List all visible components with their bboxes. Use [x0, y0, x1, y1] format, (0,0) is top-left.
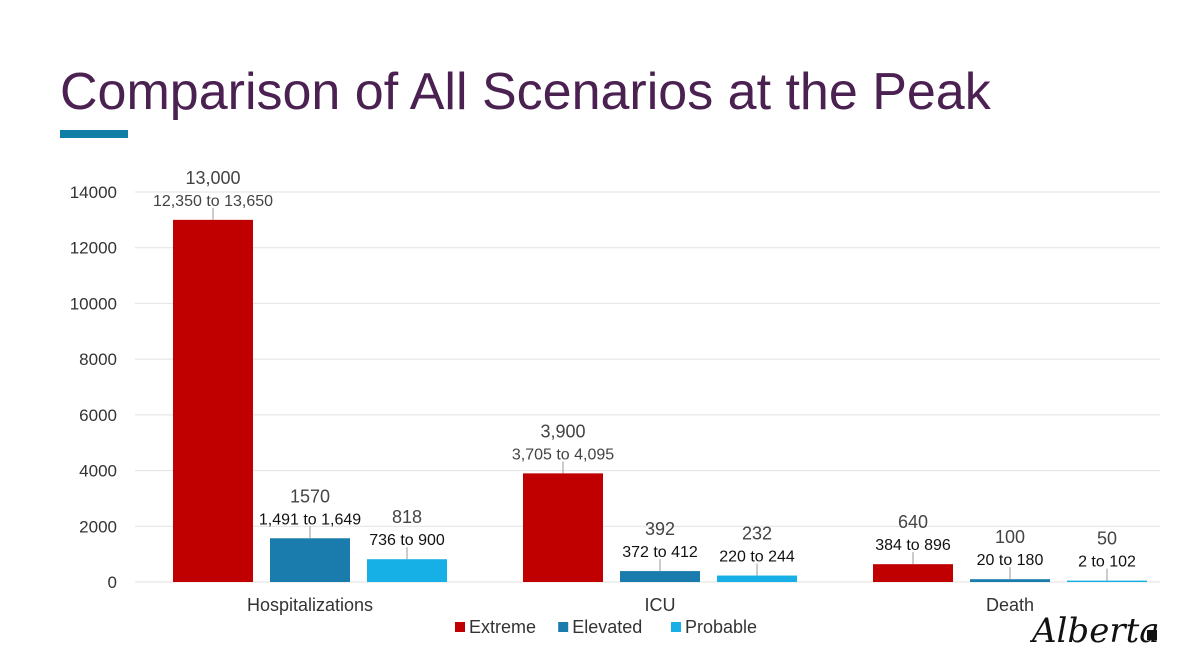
data-range-label: 3,705 to 4,095 [512, 446, 614, 463]
bar-extreme [173, 219, 253, 582]
data-value-label: 818 [392, 507, 422, 527]
data-value-label: 1570 [290, 486, 330, 506]
bar-probable [367, 559, 447, 582]
y-tick-label: 8000 [79, 350, 117, 369]
logo-square [1147, 630, 1157, 640]
data-value-label: 392 [645, 519, 675, 539]
alberta-logo: Alberta [1030, 611, 1160, 651]
bar-elevated [970, 579, 1050, 582]
bar-probable [1067, 580, 1147, 582]
legend-swatch-probable [671, 622, 681, 632]
y-tick-label: 0 [108, 573, 117, 592]
x-category-label: Hospitalizations [247, 595, 373, 615]
y-tick-label: 10000 [70, 294, 117, 313]
logo-wordmark: Alberta [1030, 611, 1160, 651]
data-range-label: 384 to 896 [875, 537, 951, 554]
bar-probable [717, 575, 797, 582]
y-tick-label: 4000 [79, 462, 117, 481]
data-range-label: 372 to 412 [622, 544, 698, 561]
legend-label-extreme: Extreme [469, 617, 536, 637]
data-value-label: 3,900 [540, 421, 585, 441]
data-range-label: 736 to 900 [369, 532, 445, 549]
legend-label-probable: Probable [685, 617, 757, 637]
data-range-label: 12,350 to 13,650 [153, 193, 273, 210]
data-value-label: 640 [898, 512, 928, 532]
data-range-label: 220 to 244 [719, 549, 795, 566]
y-tick-label: 12000 [70, 239, 117, 258]
bar-extreme [873, 564, 953, 582]
bar-elevated [620, 571, 700, 582]
data-value-label: 232 [742, 524, 772, 544]
data-range-label: 20 to 180 [977, 552, 1044, 569]
data-range-label: 1,491 to 1,649 [259, 511, 361, 528]
bar-elevated [270, 538, 350, 582]
y-tick-label: 2000 [79, 517, 117, 536]
y-tick-label: 6000 [79, 406, 117, 425]
y-tick-label: 14000 [70, 183, 117, 202]
title-accent-bar [60, 130, 128, 138]
x-category-label: ICU [645, 595, 676, 615]
legend-label-elevated: Elevated [572, 617, 642, 637]
page-title: Comparison of All Scenarios at the Peak [60, 63, 991, 121]
data-value-label: 50 [1097, 529, 1117, 549]
data-value-label: 13,000 [185, 168, 240, 188]
legend-swatch-elevated [558, 622, 569, 632]
bar-extreme [523, 473, 603, 582]
x-category-label: Death [986, 595, 1034, 615]
data-value-label: 100 [995, 527, 1025, 547]
data-range-label: 2 to 102 [1078, 554, 1136, 571]
legend-swatch-extreme [455, 622, 465, 632]
